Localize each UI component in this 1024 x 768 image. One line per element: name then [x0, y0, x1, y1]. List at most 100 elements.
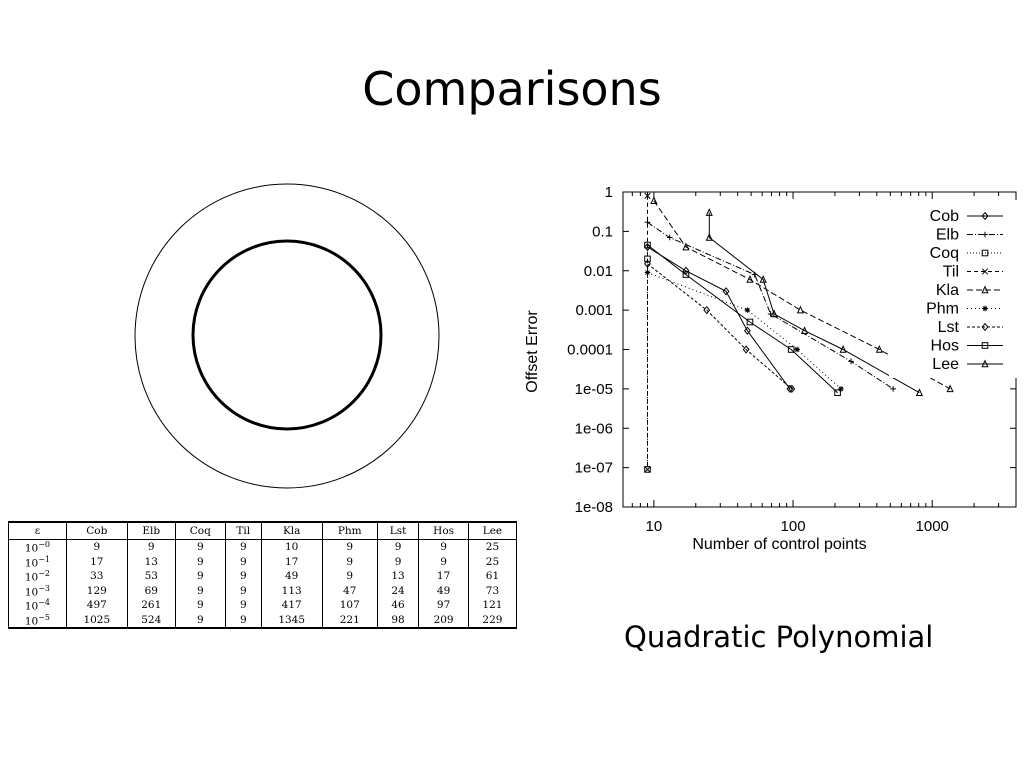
table-cell: 61 — [467, 569, 518, 584]
epsilon-cell: 10−5 — [8, 612, 67, 628]
table-cell: 113 — [260, 583, 323, 598]
table-cell: 9 — [126, 539, 176, 555]
data-point — [786, 384, 794, 394]
column-header: Hos — [418, 522, 469, 540]
data-point — [794, 346, 800, 353]
legend-background — [889, 200, 1019, 378]
data-point — [644, 241, 651, 249]
table-cell: 9 — [174, 539, 226, 555]
data-point — [703, 305, 711, 315]
y-tick-label: 0.0001 — [567, 342, 613, 359]
table-row: 10−1 17 13 9 9 17 9 9 9 25 — [8, 554, 518, 569]
table-row: 10−5 1025 524 9 9 1345 221 98 209 229 — [8, 612, 518, 628]
epsilon-cell: 10−4 — [8, 598, 67, 613]
data-point — [838, 386, 844, 392]
table-cell: 9 — [418, 539, 469, 555]
data-point — [743, 326, 751, 335]
table-cell: 9 — [224, 612, 262, 628]
table-cell: 25 — [467, 554, 518, 569]
table-cell: 69 — [126, 583, 176, 598]
table-cell: 221 — [321, 612, 378, 628]
table-body: 10−0 9 9 9 9 10 9 9 9 25 10−1 17 13 9 9 17 9 9 9 25 10−2 33 53… — [8, 539, 518, 628]
legend-label: Lee — [932, 356, 959, 373]
legend-label: Elb — [936, 227, 959, 244]
data-point — [981, 249, 989, 257]
x-tick-label: 10 — [646, 518, 663, 535]
y-tick-label: 1e-07 — [575, 460, 613, 477]
data-point — [650, 196, 658, 205]
data-point — [981, 342, 989, 349]
x-tick-label: 100 — [781, 518, 806, 535]
table-row: 10−2 33 53 9 9 49 9 13 17 61 — [8, 569, 518, 584]
data-point — [796, 305, 805, 314]
table-cell: 9 — [65, 539, 128, 555]
table-cell: 9 — [174, 554, 226, 569]
table-cell: 9 — [174, 598, 226, 613]
table-cell: 9 — [321, 539, 378, 555]
table-cell: 17 — [260, 554, 323, 569]
data-point — [746, 318, 754, 326]
offset-circles-figure — [134, 183, 440, 489]
column-header: Til — [224, 522, 262, 540]
table-cell: 47 — [321, 583, 378, 598]
data-point — [644, 466, 651, 473]
table-cell: 9 — [224, 598, 262, 613]
column-header: Elb — [126, 522, 176, 540]
table-row: 10−4 497 261 9 9 417 107 46 97 121 — [8, 598, 518, 613]
table-cell: 53 — [126, 569, 176, 584]
table-cell: 1345 — [260, 612, 323, 628]
table-cell: 17 — [65, 554, 128, 569]
table-cell: 25 — [467, 539, 518, 555]
column-header: Lee — [467, 522, 518, 540]
epsilon-cell: 10−2 — [8, 569, 67, 584]
y-tick-label: 0.001 — [575, 302, 613, 319]
series-line-elb — [647, 221, 894, 390]
table-cell: 9 — [376, 539, 420, 555]
data-point — [644, 259, 651, 269]
data-point — [788, 384, 796, 394]
table-cell: 9 — [174, 583, 226, 598]
data-point — [839, 345, 847, 353]
table-cell: 98 — [376, 612, 420, 628]
table-cell: 9 — [321, 569, 378, 584]
y-tick-label: 0.1 — [592, 223, 613, 240]
data-point — [759, 274, 767, 283]
epsilon-cell: 10−3 — [8, 583, 67, 598]
table-cell: 9 — [224, 539, 262, 555]
legend-label: Hos — [931, 338, 959, 355]
table-cell: 9 — [321, 554, 378, 569]
data-point — [946, 384, 954, 393]
y-tick-label: 1e-06 — [575, 420, 613, 437]
base-circle-inner — [191, 239, 383, 431]
data-point — [644, 466, 651, 473]
data-point — [644, 269, 651, 276]
data-point — [682, 242, 690, 251]
data-point — [890, 386, 896, 392]
table-cell: 229 — [467, 612, 518, 628]
data-point — [981, 268, 989, 275]
y-tick-label: 1e-08 — [575, 499, 613, 516]
table-cell: 10 — [260, 539, 323, 555]
data-point — [834, 389, 841, 396]
table-row: 10−0 9 9 9 9 10 9 9 9 25 — [8, 539, 518, 555]
table-cell: 9 — [418, 554, 469, 569]
table-cell: 49 — [260, 569, 323, 584]
data-point — [982, 305, 988, 312]
table-cell: 13 — [376, 569, 420, 584]
y-axis-label: Offset Error — [524, 310, 541, 393]
table-cell: 524 — [126, 612, 176, 628]
y-tick-label: 1e-05 — [575, 381, 613, 398]
table-cell: 97 — [418, 598, 469, 613]
table-cell: 9 — [174, 612, 226, 628]
data-point — [746, 274, 754, 283]
table-cell: 9 — [224, 569, 262, 584]
offset-error-chart: 1 0.1 0.01 0.001 0.0001 1e-05 1e-06 1e-07 1e-08 1… — [524, 184, 1019, 553]
legend-label: Coq — [930, 245, 959, 262]
table-cell: 9 — [174, 569, 226, 584]
table-cell: 417 — [260, 598, 323, 613]
legend-label: Phm — [926, 301, 959, 318]
table-cell: 261 — [126, 598, 176, 613]
table-cell: 1025 — [65, 612, 128, 628]
chart-caption: Quadratic Polynomial — [624, 620, 934, 654]
series-line-lee — [708, 212, 920, 394]
